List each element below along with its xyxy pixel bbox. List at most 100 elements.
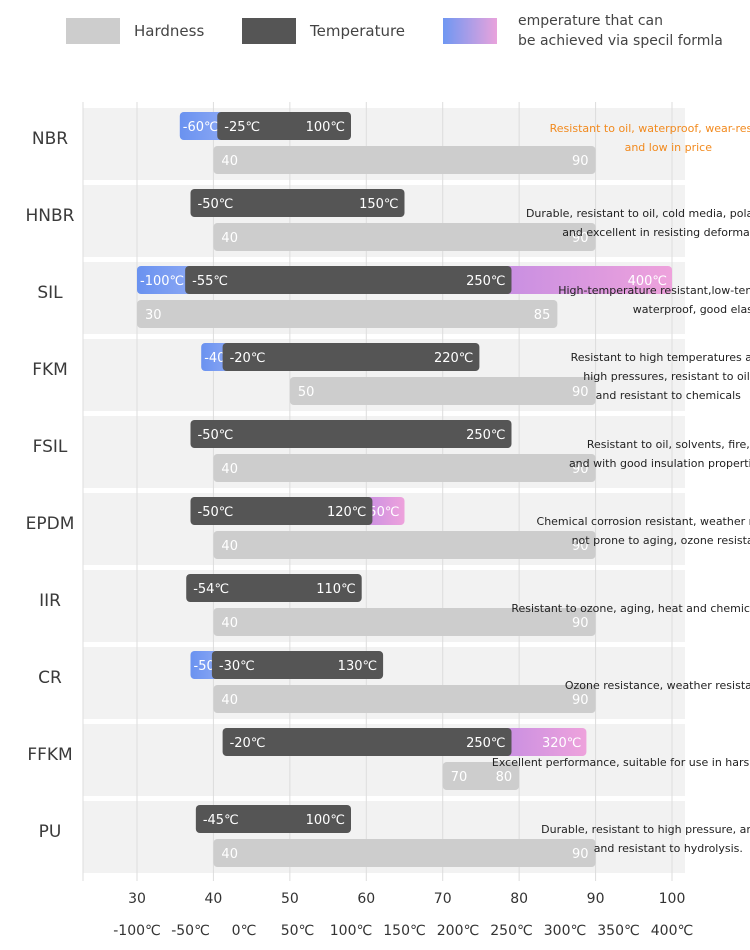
hardness-max-label-fsil: 90 <box>572 462 589 477</box>
temperature-max-label-fkm: 220℃ <box>434 351 473 366</box>
material-name-fsil: FSIL <box>33 437 68 457</box>
hardness-bar-pu <box>213 839 596 867</box>
note-fkm-line-1: high pressures, resistant to oil, <box>583 370 750 383</box>
temperature-max-label-nbr: 100℃ <box>306 120 345 135</box>
hardness-bar-ffkm <box>442 762 520 790</box>
note-ffkm-line-0: Excellent performance, suitable for use … <box>492 756 750 769</box>
note-pu-line-1: and resistant to hydrolysis. <box>594 842 743 855</box>
row-hnbr: HNBR -50℃ 150℃ 40 90 Durable, resistant to oi… <box>26 189 750 251</box>
hardness-tick-4: 70 <box>434 891 452 907</box>
temperature-min-label-ffkm: -20℃ <box>230 736 266 751</box>
temperature-bar-iir <box>186 574 362 602</box>
temperature-tick-3: 50℃ <box>281 923 315 939</box>
special-high-bar-sil <box>503 266 672 294</box>
temperature-tick-8: 300℃ <box>544 923 586 939</box>
hardness-min-label-cr: 40 <box>221 693 238 708</box>
hardness-max-label-cr: 90 <box>572 693 589 708</box>
material-name-cr: CR <box>38 668 62 688</box>
special-low-bar-sil <box>137 266 194 294</box>
hardness-min-label-iir: 40 <box>221 616 238 631</box>
note-fkm-line-0: Resistant to high temperatures and <box>571 351 750 364</box>
legend-special-label-line2: be achieved via specil formla <box>518 33 723 49</box>
note-sil-line-1: waterproof, good elasticity <box>633 303 750 316</box>
temperature-max-label-iir: 110℃ <box>316 582 355 597</box>
hardness-tick-3: 60 <box>357 891 375 907</box>
hardness-tick-5: 80 <box>510 891 528 907</box>
temperature-bar-hnbr <box>190 189 405 217</box>
hardness-max-label-sil: 85 <box>534 308 551 323</box>
special-high-label-sil: 400℃ <box>628 274 667 289</box>
note-pu-line-0: Durable, resistant to high pressure, ant… <box>541 823 750 836</box>
temperature-min-label-pu: -45℃ <box>203 813 239 828</box>
hardness-min-label-hnbr: 40 <box>221 231 238 246</box>
hardness-tick-2: 50 <box>281 891 299 907</box>
temperature-min-label-cr: -30℃ <box>219 659 255 674</box>
material-name-sil: SIL <box>37 283 63 303</box>
legend-temperature-swatch <box>242 18 296 44</box>
hardness-min-label-fsil: 40 <box>221 462 238 477</box>
material-name-epdm: EPDM <box>26 514 75 534</box>
temperature-tick-2: 0℃ <box>232 923 257 939</box>
temperature-bar-pu <box>195 805 351 833</box>
hardness-bar-fkm <box>289 377 596 405</box>
temperature-min-label-hnbr: -50℃ <box>198 197 234 212</box>
temperature-min-label-sil: -55℃ <box>192 274 228 289</box>
temperature-max-label-fsil: 250℃ <box>466 428 505 443</box>
temperature-bar-epdm <box>190 497 373 525</box>
hardness-max-label-ffkm: 80 <box>496 770 513 785</box>
material-rows: NBR -60℃ -25℃ 100℃ 40 90 Resistant to oil, wat… <box>26 112 750 867</box>
special-high-label-ffkm: 320℃ <box>542 736 581 751</box>
hardness-min-label-nbr: 40 <box>221 154 238 169</box>
temperature-tick-5: 150℃ <box>383 923 425 939</box>
temperature-max-label-sil: 250℃ <box>466 274 505 289</box>
hardness-bar-sil <box>137 300 558 328</box>
hardness-min-label-epdm: 40 <box>221 539 238 554</box>
hardness-min-label-sil: 30 <box>145 308 162 323</box>
hardness-max-label-pu: 90 <box>572 847 589 862</box>
special-low-label-nbr: -60℃ <box>183 120 219 135</box>
temperature-bar-sil <box>185 266 512 294</box>
temperature-min-label-epdm: -50℃ <box>198 505 234 520</box>
special-low-label-sil: -100℃ <box>140 274 184 289</box>
hardness-min-label-fkm: 50 <box>298 385 315 400</box>
special-high-bar-epdm <box>364 497 405 525</box>
hardness-max-label-fkm: 90 <box>572 385 589 400</box>
temperature-bar-nbr <box>217 112 351 140</box>
temperature-max-label-cr: 130℃ <box>338 659 377 674</box>
note-epdm-line-0: Chemical corrosion resistant, weather re… <box>537 515 750 528</box>
note-nbr-line-0: Resistant to oil, waterproof, wear-resis… <box>550 122 750 135</box>
note-hnbr-line-1: and excellent in resisting deformation. <box>562 226 750 239</box>
hardness-tick-7: 100 <box>659 891 686 907</box>
hardness-tick-6: 90 <box>587 891 605 907</box>
hardness-bar-cr <box>213 685 596 713</box>
row-pu: PU -45℃ 100℃ 40 90 Durable, resistant to high… <box>39 805 750 867</box>
temperature-min-label-fsil: -50℃ <box>198 428 234 443</box>
material-name-hnbr: HNBR <box>26 206 75 226</box>
hardness-min-label-ffkm: 70 <box>451 770 468 785</box>
note-fsil-line-0: Resistant to oil, solvents, fire, <box>587 438 750 451</box>
note-fkm-line-2: and resistant to chemicals <box>596 389 742 402</box>
temperature-tick-1: -50℃ <box>171 923 210 939</box>
special-low-bar-nbr <box>179 112 226 140</box>
row-fsil: FSIL -50℃ 250℃ 40 90 Resistant to oil, solven… <box>33 420 750 482</box>
temperature-tick-4: 100℃ <box>330 923 372 939</box>
hardness-tick-1: 40 <box>205 891 223 907</box>
material-name-pu: PU <box>39 822 62 842</box>
hardness-bar-epdm <box>213 531 596 559</box>
note-iir-line-0: Resistant to ozone, aging, heat and chem… <box>511 602 750 615</box>
hardness-min-label-pu: 40 <box>221 847 238 862</box>
temperature-bar-fsil <box>190 420 512 448</box>
special-high-bar-ffkm <box>503 728 587 756</box>
hardness-tick-0: 30 <box>128 891 146 907</box>
temperature-tick-6: 200℃ <box>437 923 479 939</box>
temperature-bar-ffkm <box>222 728 512 756</box>
note-epdm-line-1: not prone to aging, ozone resistant <box>572 534 750 547</box>
note-sil-line-0: High-temperature resistant,low-temperatu… <box>558 284 750 297</box>
hardness-bar-fsil <box>213 454 596 482</box>
temperature-tick-10: 400℃ <box>651 923 693 939</box>
legend: Hardness Temperature emperature that can… <box>66 13 723 49</box>
hardness-bar-nbr <box>213 146 596 174</box>
